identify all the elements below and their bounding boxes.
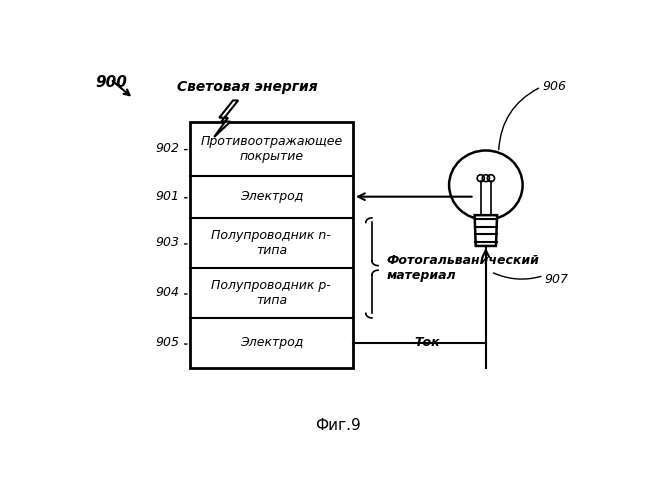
Text: 901: 901 — [156, 190, 179, 203]
Polygon shape — [474, 215, 497, 246]
Text: Световая энергия: Световая энергия — [177, 80, 318, 94]
Text: 900: 900 — [95, 76, 127, 90]
Text: Фиг.9: Фиг.9 — [315, 418, 360, 434]
Text: Фотогальванический
материал: Фотогальванический материал — [386, 254, 539, 282]
Text: Полупроводник n-
типа: Полупроводник n- типа — [212, 229, 331, 257]
Text: Электрод: Электрод — [240, 190, 303, 203]
Text: 904: 904 — [156, 286, 179, 300]
Text: Ток: Ток — [415, 336, 440, 349]
Text: 907: 907 — [544, 273, 569, 286]
Text: Противоотражающее
покрытие: Противоотражающее покрытие — [200, 134, 343, 162]
Text: 905: 905 — [156, 336, 179, 349]
Polygon shape — [214, 100, 238, 137]
Text: 902: 902 — [156, 142, 179, 155]
Text: 903: 903 — [156, 236, 179, 250]
Text: Полупроводник р-
типа: Полупроводник р- типа — [212, 279, 331, 307]
Bar — [190, 122, 353, 368]
Text: 906: 906 — [542, 80, 566, 94]
Text: Электрод: Электрод — [240, 336, 303, 349]
